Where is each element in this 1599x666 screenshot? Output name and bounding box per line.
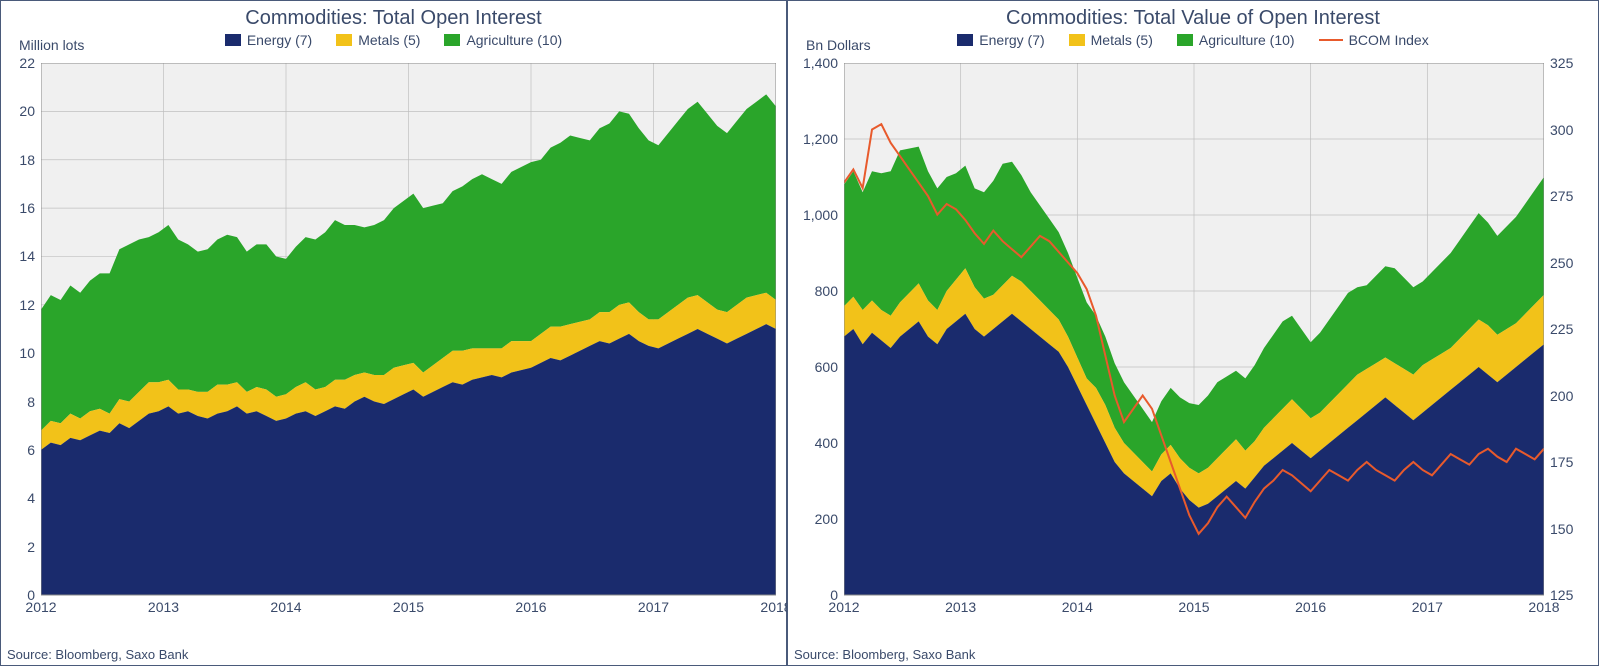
y2-tick: 225 — [1550, 321, 1573, 337]
legend-label: Energy (7) — [979, 32, 1044, 48]
y-tick: 12 — [0, 297, 35, 313]
x-tick: 2015 — [393, 599, 424, 615]
y-tick: 800 — [788, 283, 838, 299]
legend-label: BCOM Index — [1349, 32, 1429, 48]
y-tick: 14 — [0, 248, 35, 264]
x-tick: 2012 — [828, 599, 859, 615]
y-tick: 22 — [0, 55, 35, 71]
swatch-agriculture — [1177, 34, 1193, 46]
legend: Energy (7) Metals (5) Agriculture (10) B… — [788, 32, 1598, 52]
y2-tick: 175 — [1550, 454, 1573, 470]
legend-label: Agriculture (10) — [1199, 32, 1295, 48]
chart-panel-left: Commodities: Total Open Interest Million… — [0, 0, 787, 666]
legend: Energy (7) Metals (5) Agriculture (10) — [1, 32, 786, 52]
x-tick: 2015 — [1178, 599, 1209, 615]
x-tick: 2012 — [25, 599, 56, 615]
y-tick: 8 — [0, 394, 35, 410]
y-tick: 2 — [0, 539, 35, 555]
y-tick: 4 — [0, 490, 35, 506]
chart-panel-right: Commodities: Total Value of Open Interes… — [787, 0, 1599, 666]
legend-item-energy: Energy (7) — [957, 32, 1044, 48]
x-tick: 2013 — [148, 599, 179, 615]
y-tick: 1,400 — [788, 55, 838, 71]
y2-tick: 325 — [1550, 55, 1573, 71]
swatch-metals — [1069, 34, 1085, 46]
y-tick: 18 — [0, 152, 35, 168]
legend-item-energy: Energy (7) — [225, 32, 312, 48]
swatch-metals — [336, 34, 352, 46]
y-tick: 20 — [0, 103, 35, 119]
y-tick: 10 — [0, 345, 35, 361]
y2-tick: 150 — [1550, 521, 1573, 537]
y-tick: 1,000 — [788, 207, 838, 223]
x-tick: 2016 — [515, 599, 546, 615]
legend-label: Metals (5) — [358, 32, 420, 48]
legend-item-agriculture: Agriculture (10) — [444, 32, 562, 48]
swatch-energy — [957, 34, 973, 46]
x-tick: 2017 — [1412, 599, 1443, 615]
y-axis-label: Million lots — [19, 37, 84, 53]
y-tick: 1,200 — [788, 131, 838, 147]
legend-item-metals: Metals (5) — [1069, 32, 1153, 48]
x-tick: 2013 — [945, 599, 976, 615]
source-text: Source: Bloomberg, Saxo Bank — [794, 647, 975, 662]
y-tick: 600 — [788, 359, 838, 375]
plot-area: 0246810121416182022201220132014201520162… — [41, 63, 776, 621]
plot-area: 02004006008001,0001,2001,400125150175200… — [844, 63, 1544, 621]
swatch-energy — [225, 34, 241, 46]
y2-tick: 250 — [1550, 255, 1573, 271]
y-tick: 400 — [788, 435, 838, 451]
legend-label: Metals (5) — [1091, 32, 1153, 48]
y2-tick: 300 — [1550, 122, 1573, 138]
legend-item-agriculture: Agriculture (10) — [1177, 32, 1295, 48]
y2-tick: 275 — [1550, 188, 1573, 204]
chart-title: Commodities: Total Value of Open Interes… — [788, 1, 1598, 32]
y-tick: 6 — [0, 442, 35, 458]
swatch-agriculture — [444, 34, 460, 46]
legend-label: Energy (7) — [247, 32, 312, 48]
y2-tick: 200 — [1550, 388, 1573, 404]
x-tick: 2017 — [638, 599, 669, 615]
legend-label: Agriculture (10) — [466, 32, 562, 48]
y-tick: 16 — [0, 200, 35, 216]
x-tick: 2014 — [270, 599, 301, 615]
legend-item-bcom: BCOM Index — [1319, 32, 1429, 48]
y-axis-label: Bn Dollars — [806, 37, 871, 53]
swatch-bcom — [1319, 39, 1343, 41]
chart-title: Commodities: Total Open Interest — [1, 1, 786, 32]
x-tick: 2018 — [1528, 599, 1559, 615]
legend-item-metals: Metals (5) — [336, 32, 420, 48]
y-tick: 200 — [788, 511, 838, 527]
x-tick: 2016 — [1295, 599, 1326, 615]
source-text: Source: Bloomberg, Saxo Bank — [7, 647, 188, 662]
x-tick: 2014 — [1062, 599, 1093, 615]
